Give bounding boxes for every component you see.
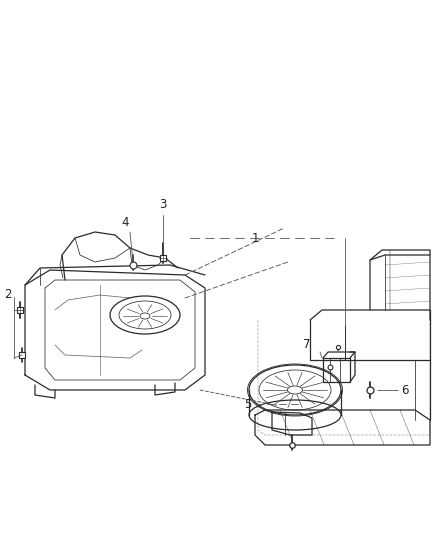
Text: 2: 2 xyxy=(4,288,12,302)
Text: 5: 5 xyxy=(244,398,252,410)
Text: 1: 1 xyxy=(251,231,259,245)
Text: 7: 7 xyxy=(303,338,311,351)
Text: 6: 6 xyxy=(401,384,409,397)
Text: 3: 3 xyxy=(159,198,167,212)
Text: 4: 4 xyxy=(121,215,129,229)
